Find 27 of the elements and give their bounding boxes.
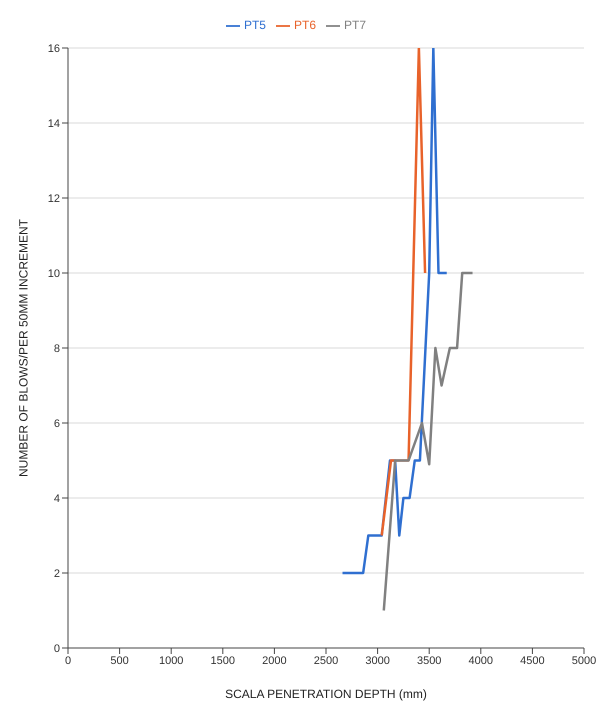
y-tick-label: 12 (48, 192, 60, 205)
y-tick-label: 2 (54, 568, 60, 580)
x-tick-label: 4000 (468, 654, 494, 667)
x-tick-label: 3000 (365, 654, 390, 667)
y-tick-label: 0 (54, 642, 60, 655)
y-tick-label: 8 (54, 342, 60, 355)
legend-label: PT6 (294, 18, 316, 32)
y-tick-label: 16 (48, 42, 60, 55)
x-tick-label: 4500 (520, 654, 545, 667)
legend-label: PT5 (244, 18, 266, 32)
y-tick-label: 10 (48, 268, 60, 280)
legend-label: PT7 (344, 18, 366, 32)
x-tick-label: 1000 (158, 654, 184, 667)
y-tick-label: 14 (48, 118, 60, 130)
x-tick-label: 500 (110, 654, 129, 667)
line-series (382, 272, 474, 612)
y-tick-label: 4 (54, 492, 60, 505)
y-tick-label: 6 (54, 418, 60, 430)
x-tick-label: 0 (64, 654, 72, 667)
x-axis-title: SCALA PENETRATION DEPTH (mm) (225, 687, 427, 701)
y-axis-title: NUMBER OF BLOWS/PER 50MM INCREMENT (16, 218, 30, 478)
x-tick-label: 3500 (416, 654, 442, 667)
x-tick-label: 2500 (314, 654, 338, 667)
x-tick-label: 1500 (210, 654, 236, 667)
x-tick-label: 5000 (572, 654, 596, 667)
line-series (380, 48, 426, 537)
x-tick-label: 2000 (262, 654, 287, 667)
